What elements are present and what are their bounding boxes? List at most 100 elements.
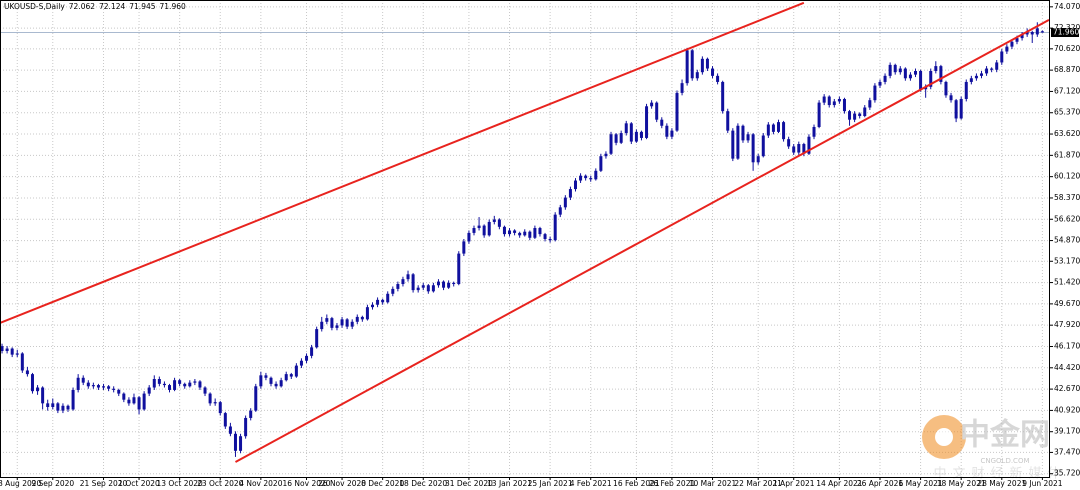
candle-body (325, 318, 329, 322)
candle-body (1005, 46, 1009, 52)
x-tick-label: 31 Dec 2020 (445, 479, 493, 488)
candle-body (573, 180, 577, 190)
candle-body (431, 285, 435, 292)
y-tick-label: 39.170 (1054, 427, 1080, 436)
candle-body (239, 436, 243, 451)
y-tick-label: 37.470 (1054, 447, 1080, 456)
candle-body (426, 285, 430, 292)
candle-body (665, 125, 669, 137)
candle-body (162, 383, 166, 386)
candle-body (711, 68, 715, 76)
candle-body (51, 403, 55, 407)
candle-body (122, 393, 126, 400)
candle-body (492, 219, 496, 222)
candle-body (771, 124, 775, 132)
watermark: 中金网 CNGOLD.COM 中文财经新媒体 (922, 415, 1061, 482)
candle-body (406, 274, 410, 280)
y-tick-label: 54.870 (1054, 236, 1080, 245)
candle-body (477, 225, 481, 229)
y-tick-label: 58.370 (1054, 193, 1080, 202)
candle-body (467, 232, 471, 242)
candle-body (25, 370, 29, 375)
candle-body (807, 136, 811, 154)
candle-body (756, 156, 760, 163)
candle-body (233, 433, 237, 451)
candle-body (553, 214, 557, 241)
candle-body (132, 397, 136, 404)
candle-body (365, 307, 369, 320)
y-tick-label: 65.370 (1054, 108, 1080, 117)
candle-body (964, 81, 968, 99)
x-tick-label: 21 Sep 2020 (80, 479, 128, 488)
candle-body (842, 98, 846, 112)
candle-body (969, 78, 973, 82)
y-tick-label: 61.870 (1054, 150, 1080, 159)
x-tick-label: 9 Sep 2020 (31, 479, 74, 488)
candle-body (274, 383, 278, 387)
x-tick-label: 13 Oct 2020 (156, 479, 203, 488)
candle-body (61, 405, 65, 411)
candle-body (117, 389, 121, 394)
candle-body (594, 170, 598, 180)
candle-body (370, 304, 374, 308)
candle-body (401, 279, 405, 285)
candle-body (766, 124, 770, 136)
candle-body (289, 374, 293, 377)
plot (0, 1, 1050, 463)
candle-body (614, 134, 618, 143)
candle-body (944, 81, 948, 96)
y-tick-label: 44.420 (1054, 363, 1080, 372)
candle-body (330, 318, 334, 328)
candle-body (660, 119, 664, 126)
candle-body (10, 348, 14, 355)
candle-body (147, 387, 151, 394)
candle-body (568, 189, 572, 198)
candle-body (173, 380, 177, 390)
candle-body (223, 413, 227, 427)
candle-body (868, 100, 872, 108)
candle-body (548, 238, 552, 241)
y-tick-label: 60.120 (1054, 172, 1080, 181)
candle-body (66, 405, 70, 410)
trendline (234, 18, 1050, 463)
x-tick-label: 10 Mar 2021 (689, 479, 737, 488)
x-tick-label: 8 Dec 2020 (361, 479, 404, 488)
candle-body (310, 347, 314, 356)
watermark-logo-center (935, 428, 953, 446)
y-tick-label: 72.320 (1054, 23, 1080, 32)
candle-body (142, 393, 146, 410)
x-tick-label: 6 May 2021 (899, 479, 943, 488)
candle-body (421, 285, 425, 288)
candle-body (218, 402, 222, 414)
candle-body (619, 133, 623, 143)
candle-body (513, 230, 517, 233)
candle-body (1040, 31, 1044, 33)
candle-body (736, 125, 740, 159)
x-tick-label: 26 Nov 2020 (318, 479, 366, 488)
candle-body (599, 156, 603, 171)
candle-body (528, 231, 532, 238)
candle-body (670, 130, 674, 137)
candle-body (447, 282, 451, 288)
candle-body (954, 100, 958, 119)
grid (0, 0, 1050, 477)
candle-body (487, 221, 491, 236)
candle-body (589, 178, 593, 180)
candle-body (15, 353, 19, 355)
candle-body (746, 134, 750, 141)
candle-body (827, 96, 831, 106)
candle-body (705, 58, 709, 69)
candle-body (959, 98, 963, 119)
candle-body (792, 146, 796, 153)
x-tick-label: 4 Nov 2020 (239, 479, 282, 488)
candle-body (208, 393, 212, 404)
candle-body (726, 111, 730, 131)
x-tick-label: 18 Dec 2020 (399, 479, 447, 488)
candle-body (299, 360, 303, 366)
candle-body (294, 365, 298, 377)
candle-body (386, 293, 390, 303)
candle-body (193, 381, 197, 383)
y-tick-label: 63.620 (1054, 129, 1080, 138)
candle-body (183, 383, 187, 387)
